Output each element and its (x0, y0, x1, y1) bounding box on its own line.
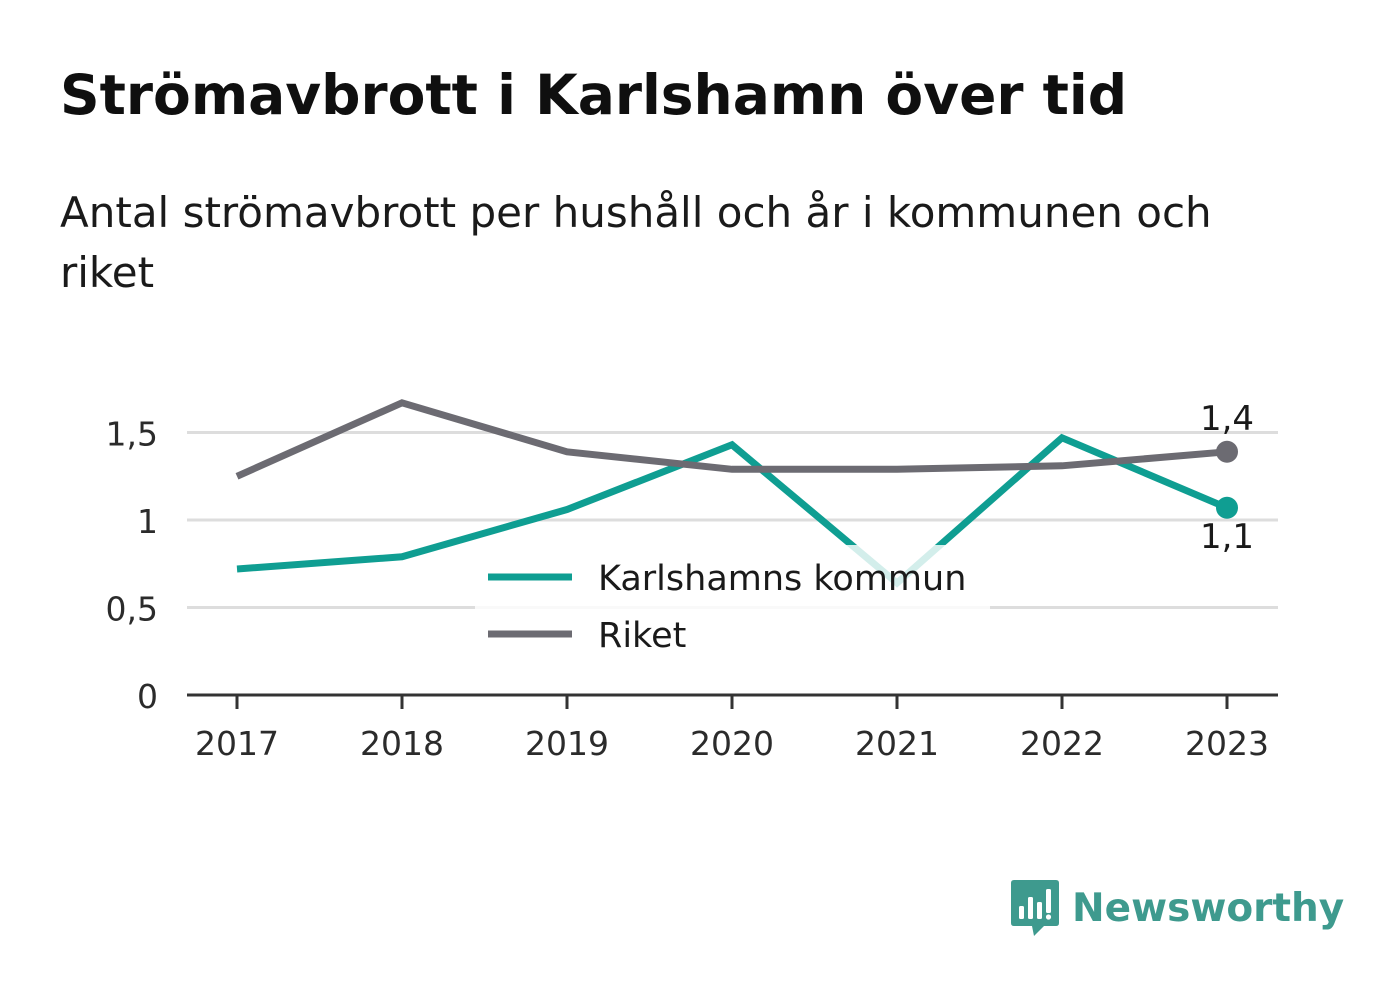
series-lines (235, 399, 1229, 588)
x-tick-label: 2021 (855, 724, 939, 763)
legend: Karlshamns kommun Riket (475, 545, 990, 665)
brand-name: Newsworthy (1072, 885, 1345, 931)
brand-logo: Newsworthy (1010, 878, 1344, 938)
chart-title: Strömavbrott i Karlshamn över tid (60, 63, 1128, 127)
series-line-0 (236, 433, 1229, 588)
series-line-1 (235, 399, 1228, 480)
chart-subtitle: Antal strömavbrott per hushåll och år i … (60, 188, 1212, 297)
legend-label: Riket (598, 616, 686, 656)
y-tick-label: 1,5 (106, 415, 158, 454)
newsworthy-logo-icon (1011, 880, 1059, 936)
y-axis-ticks: 0 0,5 1 1,5 (106, 415, 158, 717)
end-markers: 1,1 1,4 (1200, 399, 1254, 557)
x-tick-label: 2018 (360, 724, 444, 763)
x-tick-label: 2019 (525, 724, 609, 763)
end-value-label: 1,4 (1200, 399, 1254, 439)
end-value-label: 1,1 (1200, 517, 1254, 557)
legend-label: Karlshamns kommun (598, 559, 966, 599)
x-tick-label: 2017 (195, 724, 279, 763)
legend-background (475, 545, 990, 665)
x-tick-label: 2020 (690, 724, 774, 763)
y-tick-label: 1 (137, 502, 158, 541)
end-marker (1216, 440, 1238, 463)
x-tick-label: 2022 (1020, 724, 1104, 763)
y-tick-label: 0,5 (106, 590, 158, 629)
end-marker (1216, 496, 1238, 519)
y-tick-label: 0 (137, 677, 158, 716)
x-tick-label: 2023 (1185, 724, 1269, 763)
x-axis: 2017 2018 2019 2020 2021 2022 2023 (187, 693, 1278, 763)
